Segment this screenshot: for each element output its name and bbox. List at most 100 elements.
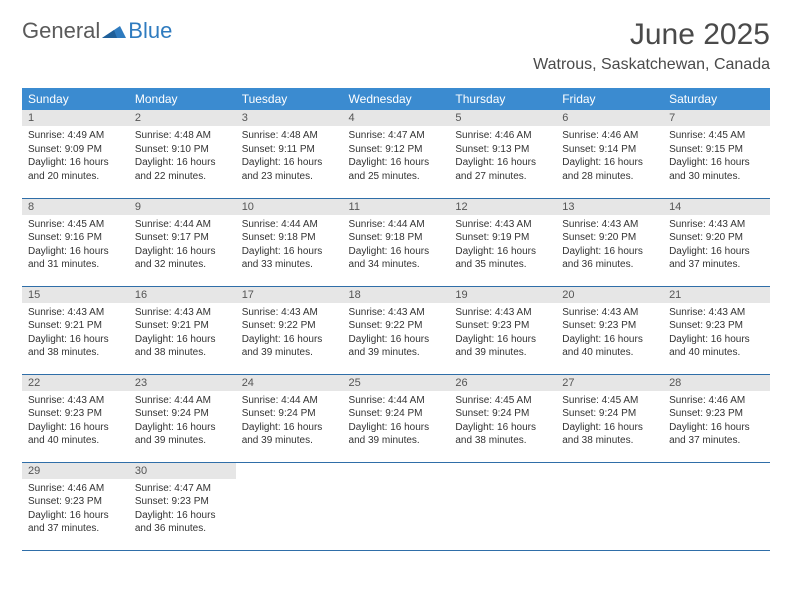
day-content: Sunrise: 4:45 AMSunset: 9:24 PMDaylight:…	[556, 391, 663, 454]
day-content: Sunrise: 4:43 AMSunset: 9:22 PMDaylight:…	[343, 303, 450, 366]
daylight-text: Daylight: 16 hours and 40 minutes.	[562, 333, 657, 360]
sunset-text: Sunset: 9:16 PM	[28, 231, 123, 245]
calendar-cell: 7Sunrise: 4:45 AMSunset: 9:15 PMDaylight…	[663, 110, 770, 198]
day-content: Sunrise: 4:43 AMSunset: 9:23 PMDaylight:…	[663, 303, 770, 366]
sunset-text: Sunset: 9:21 PM	[135, 319, 230, 333]
sunset-text: Sunset: 9:24 PM	[135, 407, 230, 421]
calendar-cell: 4Sunrise: 4:47 AMSunset: 9:12 PMDaylight…	[343, 110, 450, 198]
sunset-text: Sunset: 9:15 PM	[669, 143, 764, 157]
sunrise-text: Sunrise: 4:43 AM	[455, 218, 550, 232]
day-number: 12	[449, 199, 556, 215]
calendar-cell: 24Sunrise: 4:44 AMSunset: 9:24 PMDayligh…	[236, 374, 343, 462]
day-content: Sunrise: 4:44 AMSunset: 9:24 PMDaylight:…	[129, 391, 236, 454]
sunrise-text: Sunrise: 4:43 AM	[135, 306, 230, 320]
sunset-text: Sunset: 9:24 PM	[242, 407, 337, 421]
sunrise-text: Sunrise: 4:49 AM	[28, 129, 123, 143]
daylight-text: Daylight: 16 hours and 31 minutes.	[28, 245, 123, 272]
daylight-text: Daylight: 16 hours and 27 minutes.	[455, 156, 550, 183]
day-number: 7	[663, 110, 770, 126]
weekday-header: Friday	[556, 88, 663, 110]
sunset-text: Sunset: 9:23 PM	[669, 319, 764, 333]
day-number: 14	[663, 199, 770, 215]
calendar-cell	[236, 462, 343, 550]
daylight-text: Daylight: 16 hours and 39 minutes.	[349, 421, 444, 448]
day-content: Sunrise: 4:46 AMSunset: 9:23 PMDaylight:…	[22, 479, 129, 542]
calendar-cell: 12Sunrise: 4:43 AMSunset: 9:19 PMDayligh…	[449, 198, 556, 286]
calendar-cell: 26Sunrise: 4:45 AMSunset: 9:24 PMDayligh…	[449, 374, 556, 462]
day-number: 18	[343, 287, 450, 303]
day-content: Sunrise: 4:47 AMSunset: 9:12 PMDaylight:…	[343, 126, 450, 189]
daylight-text: Daylight: 16 hours and 36 minutes.	[562, 245, 657, 272]
sunrise-text: Sunrise: 4:48 AM	[135, 129, 230, 143]
sunset-text: Sunset: 9:23 PM	[562, 319, 657, 333]
sunset-text: Sunset: 9:10 PM	[135, 143, 230, 157]
calendar-cell	[663, 462, 770, 550]
calendar-cell: 9Sunrise: 4:44 AMSunset: 9:17 PMDaylight…	[129, 198, 236, 286]
day-content: Sunrise: 4:46 AMSunset: 9:13 PMDaylight:…	[449, 126, 556, 189]
day-content: Sunrise: 4:43 AMSunset: 9:21 PMDaylight:…	[22, 303, 129, 366]
daylight-text: Daylight: 16 hours and 37 minutes.	[669, 245, 764, 272]
sunset-text: Sunset: 9:20 PM	[562, 231, 657, 245]
sunrise-text: Sunrise: 4:43 AM	[349, 306, 444, 320]
day-number: 16	[129, 287, 236, 303]
calendar-cell: 5Sunrise: 4:46 AMSunset: 9:13 PMDaylight…	[449, 110, 556, 198]
day-number: 10	[236, 199, 343, 215]
day-content: Sunrise: 4:45 AMSunset: 9:24 PMDaylight:…	[449, 391, 556, 454]
sunset-text: Sunset: 9:23 PM	[669, 407, 764, 421]
day-number: 17	[236, 287, 343, 303]
calendar-cell: 18Sunrise: 4:43 AMSunset: 9:22 PMDayligh…	[343, 286, 450, 374]
day-content: Sunrise: 4:47 AMSunset: 9:23 PMDaylight:…	[129, 479, 236, 542]
day-content: Sunrise: 4:44 AMSunset: 9:24 PMDaylight:…	[343, 391, 450, 454]
calendar-cell: 2Sunrise: 4:48 AMSunset: 9:10 PMDaylight…	[129, 110, 236, 198]
sunrise-text: Sunrise: 4:45 AM	[669, 129, 764, 143]
daylight-text: Daylight: 16 hours and 39 minutes.	[242, 333, 337, 360]
header: General Blue June 2025 Watrous, Saskatch…	[22, 18, 770, 74]
calendar-cell: 3Sunrise: 4:48 AMSunset: 9:11 PMDaylight…	[236, 110, 343, 198]
sunrise-text: Sunrise: 4:45 AM	[562, 394, 657, 408]
day-number: 29	[22, 463, 129, 479]
calendar-cell: 15Sunrise: 4:43 AMSunset: 9:21 PMDayligh…	[22, 286, 129, 374]
daylight-text: Daylight: 16 hours and 39 minutes.	[349, 333, 444, 360]
sunrise-text: Sunrise: 4:43 AM	[669, 218, 764, 232]
daylight-text: Daylight: 16 hours and 35 minutes.	[455, 245, 550, 272]
day-content: Sunrise: 4:44 AMSunset: 9:18 PMDaylight:…	[343, 215, 450, 278]
calendar-week-row: 15Sunrise: 4:43 AMSunset: 9:21 PMDayligh…	[22, 286, 770, 374]
day-content: Sunrise: 4:43 AMSunset: 9:19 PMDaylight:…	[449, 215, 556, 278]
day-number: 3	[236, 110, 343, 126]
day-number: 11	[343, 199, 450, 215]
calendar-cell: 19Sunrise: 4:43 AMSunset: 9:23 PMDayligh…	[449, 286, 556, 374]
day-content: Sunrise: 4:45 AMSunset: 9:16 PMDaylight:…	[22, 215, 129, 278]
calendar-cell: 17Sunrise: 4:43 AMSunset: 9:22 PMDayligh…	[236, 286, 343, 374]
sunrise-text: Sunrise: 4:44 AM	[135, 218, 230, 232]
day-content: Sunrise: 4:45 AMSunset: 9:15 PMDaylight:…	[663, 126, 770, 189]
daylight-text: Daylight: 16 hours and 39 minutes.	[455, 333, 550, 360]
sunrise-text: Sunrise: 4:44 AM	[242, 218, 337, 232]
sunrise-text: Sunrise: 4:43 AM	[669, 306, 764, 320]
day-number: 15	[22, 287, 129, 303]
day-number: 28	[663, 375, 770, 391]
sunrise-text: Sunrise: 4:46 AM	[562, 129, 657, 143]
sunrise-text: Sunrise: 4:43 AM	[562, 306, 657, 320]
day-number: 30	[129, 463, 236, 479]
daylight-text: Daylight: 16 hours and 38 minutes.	[455, 421, 550, 448]
daylight-text: Daylight: 16 hours and 40 minutes.	[28, 421, 123, 448]
weekday-header: Thursday	[449, 88, 556, 110]
day-number: 13	[556, 199, 663, 215]
logo-triangle-icon	[102, 24, 126, 38]
day-content: Sunrise: 4:43 AMSunset: 9:23 PMDaylight:…	[22, 391, 129, 454]
sunset-text: Sunset: 9:11 PM	[242, 143, 337, 157]
sunset-text: Sunset: 9:18 PM	[349, 231, 444, 245]
sunrise-text: Sunrise: 4:43 AM	[242, 306, 337, 320]
day-content: Sunrise: 4:44 AMSunset: 9:18 PMDaylight:…	[236, 215, 343, 278]
logo: General Blue	[22, 18, 172, 44]
day-number: 9	[129, 199, 236, 215]
calendar-body: 1Sunrise: 4:49 AMSunset: 9:09 PMDaylight…	[22, 110, 770, 550]
sunrise-text: Sunrise: 4:46 AM	[28, 482, 123, 496]
calendar-cell: 1Sunrise: 4:49 AMSunset: 9:09 PMDaylight…	[22, 110, 129, 198]
day-number: 4	[343, 110, 450, 126]
sunset-text: Sunset: 9:21 PM	[28, 319, 123, 333]
day-number: 25	[343, 375, 450, 391]
daylight-text: Daylight: 16 hours and 38 minutes.	[28, 333, 123, 360]
daylight-text: Daylight: 16 hours and 37 minutes.	[669, 421, 764, 448]
logo-text-blue: Blue	[128, 18, 172, 44]
